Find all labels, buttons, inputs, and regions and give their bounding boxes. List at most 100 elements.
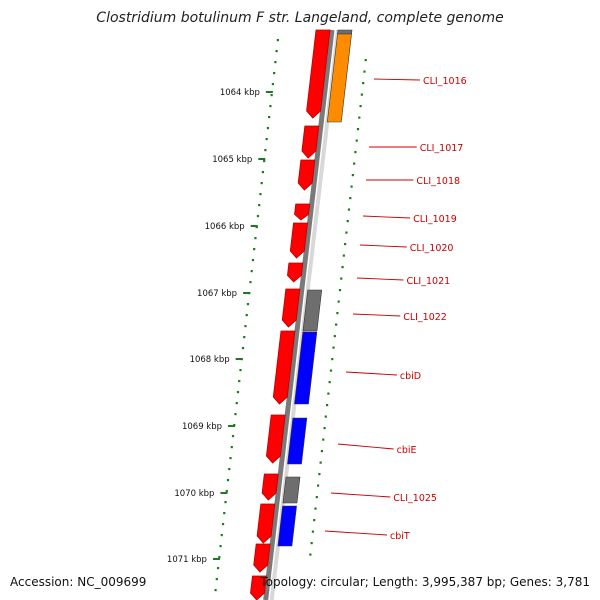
cds-forward-arrow <box>294 203 311 221</box>
guide-dot <box>332 346 335 349</box>
guide-dot <box>340 277 343 280</box>
ruler-dot <box>270 94 273 97</box>
gene-labels: CLI_1016 CLI_1017 CLI_1018 CLI_1019 CLI_1020… <box>324 76 467 542</box>
guide-dot <box>331 358 334 361</box>
guide-dot <box>347 208 351 211</box>
guide-dot <box>344 243 347 246</box>
guide-dot <box>314 507 317 510</box>
ruler-tick-label: 1070 kbp <box>174 489 214 499</box>
cds-forward-arrow <box>281 288 301 328</box>
guide-dot <box>309 553 312 556</box>
ruler-tick-label: 1064 kbp <box>220 88 260 98</box>
gene-label-leader <box>330 492 391 498</box>
guide-dot <box>319 461 322 464</box>
guide-dot <box>363 70 366 73</box>
gene-label: cbiE <box>397 445 417 456</box>
guide-dot <box>364 59 367 62</box>
guide-dot <box>341 266 344 269</box>
cds-reverse-block <box>287 417 308 465</box>
ruler-dot <box>263 160 266 163</box>
gene-label: CLI_1016 <box>423 76 467 87</box>
guide-dot <box>320 450 324 453</box>
cds-forward-arrow <box>297 159 316 191</box>
guide-dot <box>315 496 318 499</box>
guide-dot <box>333 335 336 338</box>
ruler-dot <box>215 578 218 581</box>
backbone-line <box>263 29 335 600</box>
ruler-dot <box>214 589 217 592</box>
guide-dot <box>359 105 362 108</box>
guide-dot <box>336 312 339 315</box>
accession-label: Accession: NC_009699 <box>10 575 147 589</box>
ruler-dot <box>259 193 262 196</box>
guide-dot <box>328 381 331 384</box>
ruler-dot <box>274 61 277 64</box>
guide-dot <box>354 151 357 154</box>
ruler-dot <box>276 39 279 42</box>
ruler-tick-label: 1068 kbp <box>190 355 230 365</box>
forward-cds-track <box>250 29 331 600</box>
ruler-dot <box>219 545 222 548</box>
cds-reverse-block <box>277 505 297 547</box>
ruler-dot <box>238 380 241 383</box>
ruler-dot <box>254 237 257 240</box>
gene-label-leader <box>324 530 388 536</box>
cds-forward-arrow <box>289 222 308 259</box>
ruler-dot <box>265 138 268 141</box>
guide-dot <box>360 93 363 96</box>
guide-dot <box>337 300 340 303</box>
guide-dot <box>322 438 325 441</box>
cds-reverse-block <box>337 29 353 35</box>
guide-dot <box>362 82 365 85</box>
ruler-dot <box>230 446 233 449</box>
cds-forward-arrow <box>287 262 304 283</box>
ruler-dot <box>244 325 247 328</box>
ruler-dot <box>261 171 265 174</box>
ruler-dot <box>229 457 232 460</box>
ruler-dot <box>243 336 246 339</box>
guide-dot <box>335 323 338 326</box>
guide-dot <box>327 392 330 395</box>
gene-label-leader <box>362 215 411 219</box>
cds-reverse-block <box>294 331 318 405</box>
gene-label-leader <box>352 313 401 317</box>
ruler-dot <box>234 413 237 416</box>
ruler-dot <box>226 479 230 482</box>
guide-dot <box>350 185 353 188</box>
gene-label: CLI_1019 <box>413 214 457 225</box>
guide-dot <box>346 220 349 223</box>
ruler-dot <box>260 182 263 185</box>
guide-dot <box>324 415 327 418</box>
guide-dot <box>329 369 333 372</box>
ruler-dot <box>253 248 256 251</box>
ruler-dot <box>236 391 240 394</box>
cds-reverse-block <box>326 33 352 123</box>
guide-dots <box>309 59 367 556</box>
ruler-dot <box>220 534 223 537</box>
cds-forward-arrow <box>306 29 331 119</box>
gene-label-leader <box>373 78 421 81</box>
ruler-dot <box>256 215 260 218</box>
guide-dot <box>310 542 313 545</box>
gene-label-leader <box>356 277 404 281</box>
cds-forward-arrow <box>265 414 286 464</box>
ruler-dot <box>251 259 255 262</box>
guide-dot <box>351 174 354 177</box>
ruler-dot <box>275 50 278 53</box>
cds-forward-arrow <box>301 125 320 159</box>
cds-reverse-block <box>302 289 323 332</box>
guide-dot <box>342 254 345 257</box>
ruler-dot <box>225 490 228 493</box>
gene-label: CLI_1017 <box>420 143 464 154</box>
guide-dot <box>318 473 321 476</box>
ruler-dot <box>216 567 220 570</box>
ruler-dot <box>269 105 272 108</box>
guide-dot <box>353 162 356 165</box>
guide-dot <box>358 116 361 119</box>
ruler-dot <box>273 72 276 75</box>
gene-label: cbiD <box>400 371 421 382</box>
guide-dot <box>356 128 360 131</box>
ruler-tick-label: 1065 kbp <box>212 155 252 165</box>
